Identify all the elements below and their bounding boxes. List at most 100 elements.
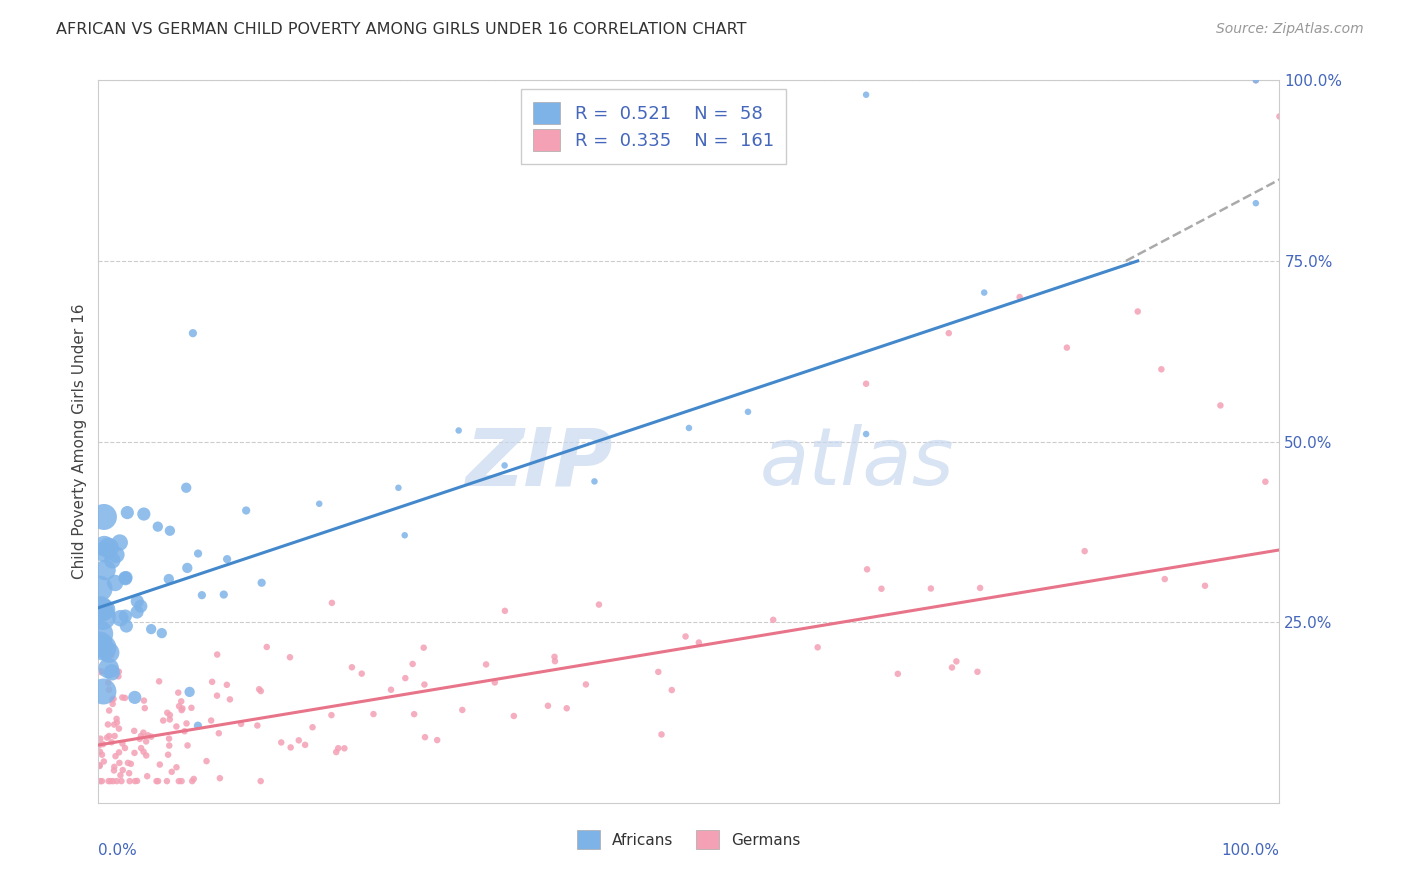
Point [89,602,111,616]
Point [1244,73,1267,87]
Point [89,759,111,773]
Point [89,758,111,772]
Point [111,763,134,777]
Point [363,707,385,722]
Point [125,605,148,619]
Point [117,756,139,770]
Point [380,682,402,697]
Point [173,724,195,739]
Point [108,745,131,759]
Point [94,563,117,577]
Point [157,572,180,586]
Point [100,648,122,662]
Point [93,684,115,698]
Point [170,774,193,789]
Point [855,427,877,442]
Point [104,576,127,591]
Point [325,745,347,759]
Point [105,712,128,726]
Point [321,596,343,610]
Point [412,640,434,655]
Point [105,548,128,562]
Point [475,657,498,672]
Point [678,421,700,435]
Text: atlas: atlas [759,425,955,502]
Point [661,683,683,698]
Point [160,764,183,779]
Point [111,737,134,751]
Point [187,547,209,561]
Point [650,727,672,741]
Point [110,611,132,625]
Text: AFRICAN VS GERMAN CHILD POVERTY AMONG GIRLS UNDER 16 CORRELATION CHART: AFRICAN VS GERMAN CHILD POVERTY AMONG GI… [56,22,747,37]
Point [308,497,330,511]
Point [124,774,146,789]
Point [105,774,128,789]
Point [170,703,193,717]
Point [321,708,343,723]
Point [157,747,180,762]
Point [110,774,132,789]
Point [96,731,118,745]
Point [394,671,416,685]
Point [135,748,157,763]
Point [97,717,120,731]
Point [159,524,181,538]
Point [93,539,115,553]
Point [544,654,567,668]
Point [413,730,436,744]
Point [1244,196,1267,211]
Point [328,741,350,756]
Point [101,665,124,680]
Point [294,738,316,752]
Point [387,481,409,495]
Point [89,738,111,752]
Point [108,756,131,770]
Point [1254,475,1277,489]
Point [108,665,131,679]
Point [156,774,179,789]
Point [118,774,141,789]
Point [217,552,239,566]
Point [229,717,252,731]
Point [91,737,114,751]
Point [117,506,139,520]
Point [333,741,356,756]
Point [150,626,173,640]
Point [404,707,426,722]
Point [118,766,141,780]
Point [167,699,190,714]
Point [128,731,150,746]
Point [1150,362,1173,376]
Point [157,739,180,753]
Point [89,745,111,759]
Point [920,582,942,596]
Point [208,726,231,740]
Point [1244,73,1267,87]
Point [141,622,163,636]
Text: ZIP: ZIP [465,425,612,502]
Point [413,677,436,691]
Point [172,701,194,715]
Point [91,610,114,624]
Point [129,741,152,756]
Point [219,692,242,706]
Point [103,717,125,731]
Point [93,755,115,769]
Point [208,771,231,785]
Point [301,720,323,734]
Point [170,694,193,708]
Point [157,731,180,746]
Point [187,719,209,733]
Point [122,723,145,738]
Point [855,87,877,102]
Point [166,760,188,774]
Point [174,481,197,495]
Point [249,684,271,698]
Point [98,729,121,743]
Point [870,582,893,596]
Point [129,599,152,614]
Point [101,774,124,789]
Point [212,588,235,602]
Point [205,689,228,703]
